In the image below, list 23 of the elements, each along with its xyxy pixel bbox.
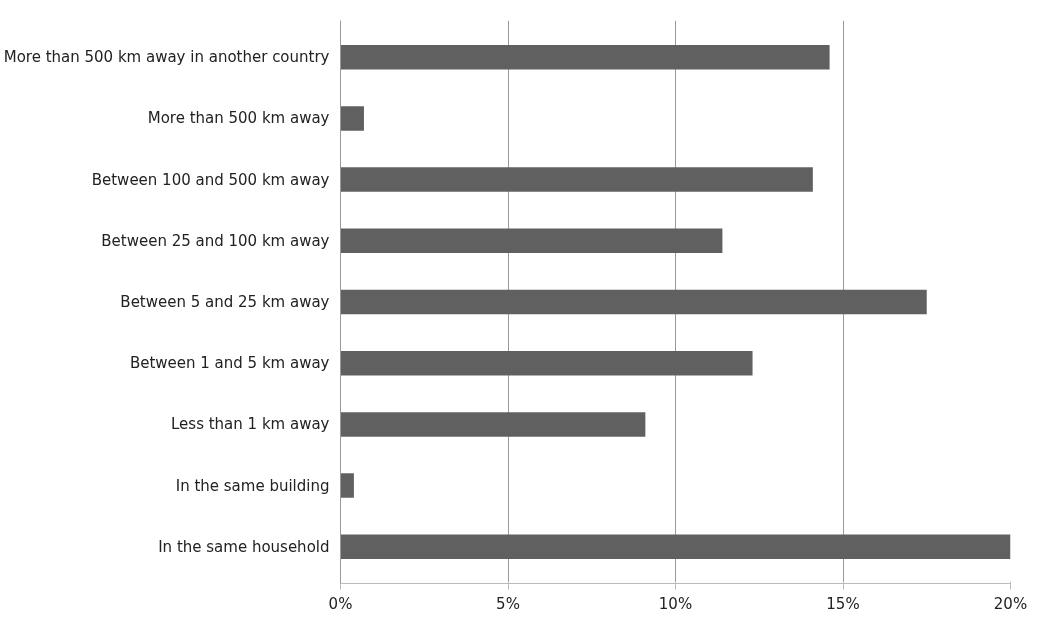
x-tick-label: 15% xyxy=(826,594,860,613)
bar xyxy=(340,44,830,70)
x-tick-label: 5% xyxy=(496,594,520,613)
bar xyxy=(340,412,646,437)
x-tick-label: 0% xyxy=(328,594,353,613)
y-tick-label: More than 500 km away xyxy=(147,109,330,128)
y-tick-label: More than 500 km away in another country xyxy=(3,48,330,67)
bar xyxy=(340,228,723,254)
bar xyxy=(340,473,354,498)
y-tick-label: Between 1 and 5 km away xyxy=(129,354,330,373)
y-tick-label: In the same building xyxy=(175,476,330,495)
y-tick-label: Between 100 and 500 km away xyxy=(91,170,330,189)
bar xyxy=(340,167,813,192)
bar xyxy=(340,350,753,376)
bar xyxy=(340,534,1011,560)
bar xyxy=(340,106,364,131)
y-tick-label: Between 5 and 25 km away xyxy=(120,293,330,311)
x-tick-label: 20% xyxy=(993,594,1028,613)
y-tick-label: Between 25 and 100 km away xyxy=(101,231,330,250)
y-tick-label: Less than 1 km away xyxy=(171,415,330,434)
y-tick-label: In the same household xyxy=(158,537,330,556)
x-tick-label: 10% xyxy=(658,594,693,613)
bar xyxy=(340,289,927,315)
